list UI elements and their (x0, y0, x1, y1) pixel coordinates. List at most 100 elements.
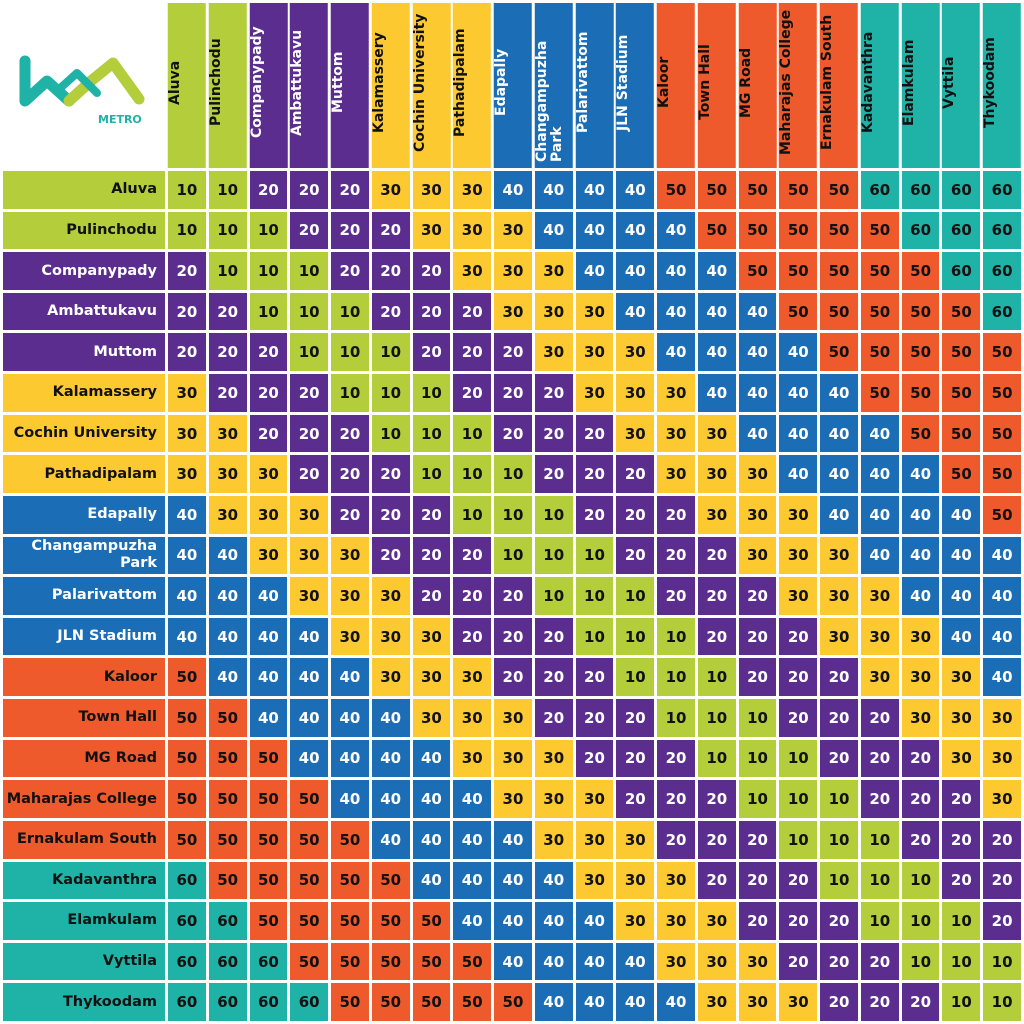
fare-cell: 30 (534, 333, 573, 372)
row-header: Kaloor (3, 658, 165, 697)
fare-cell: 40 (208, 577, 247, 615)
fare-cell: 30 (616, 374, 655, 412)
fare-cell: 20 (575, 495, 614, 534)
fare-cell: 50 (697, 211, 736, 250)
fare-cell: 10 (901, 861, 940, 900)
row-header: Aluva (3, 171, 165, 209)
fare-cell: 40 (208, 536, 247, 575)
fare-cell: 50 (983, 455, 1021, 493)
fare-cell: 40 (575, 942, 614, 981)
fare-cell: 20 (779, 902, 818, 940)
fare-cell: 20 (249, 333, 288, 372)
fare-cell: 50 (412, 983, 451, 1021)
fare-cell: 50 (860, 292, 899, 331)
fare-cell: 40 (697, 333, 736, 372)
fare-cell: 20 (249, 171, 288, 209)
fare-cell: 60 (208, 983, 247, 1021)
fare-cell: 40 (453, 780, 492, 818)
fare-cell: 20 (575, 455, 614, 493)
fare-cell: 10 (249, 211, 288, 250)
fare-cell: 50 (168, 739, 206, 778)
row-header: JLN Stadium (3, 617, 165, 656)
fare-cell: 40 (901, 577, 940, 615)
fare-cell: 30 (371, 577, 410, 615)
fare-cell: 20 (412, 252, 451, 290)
fare-cell: 10 (860, 820, 899, 859)
fare-cell: 20 (208, 333, 247, 372)
column-header: Pathadipalam (452, 3, 492, 168)
fare-cell: 50 (371, 983, 410, 1021)
fare-cell: 20 (657, 780, 695, 818)
row-header: Maharajas College (3, 780, 165, 818)
fare-cell: 30 (249, 495, 288, 534)
fare-cell: 40 (168, 536, 206, 575)
fare-cell: 60 (290, 983, 329, 1021)
fare-cell: 50 (331, 861, 369, 900)
fare-cell: 10 (331, 374, 369, 412)
fare-cell: 50 (901, 333, 940, 372)
fare-cell: 40 (453, 861, 492, 900)
fare-cell: 50 (657, 171, 695, 209)
fare-cell: 40 (779, 333, 818, 372)
fare-cell: 40 (616, 252, 655, 290)
column-header: Town Hall (697, 3, 736, 168)
fare-cell: 20 (534, 374, 573, 412)
fare-cell: 40 (657, 211, 695, 250)
fare-cell: 30 (657, 455, 695, 493)
fare-cell: 10 (697, 739, 736, 778)
fare-cell: 10 (208, 252, 247, 290)
fare-cell: 30 (779, 495, 818, 534)
fare-cell: 50 (290, 820, 329, 859)
fare-cell: 40 (534, 171, 573, 209)
fare-cell: 40 (697, 252, 736, 290)
fare-cell: 20 (575, 739, 614, 778)
fare-cell: 20 (616, 455, 655, 493)
fare-cell: 20 (371, 211, 410, 250)
fare-cell: 20 (779, 617, 818, 656)
fare-cell: 10 (412, 414, 451, 453)
fare-cell: 10 (860, 861, 899, 900)
fare-cell: 50 (168, 820, 206, 859)
fare-cell: 60 (942, 171, 981, 209)
fare-cell: 50 (331, 942, 369, 981)
fare-cell: 40 (575, 211, 614, 250)
fare-cell: 40 (820, 414, 858, 453)
fare-cell: 30 (616, 861, 655, 900)
fare-cell: 40 (901, 495, 940, 534)
fare-cell: 20 (820, 902, 858, 940)
fare-cell: 50 (412, 942, 451, 981)
fare-cell: 30 (860, 617, 899, 656)
row-header: Ambattukavu (3, 292, 165, 331)
fare-cell: 10 (860, 902, 899, 940)
fare-cell: 30 (901, 699, 940, 737)
fare-cell: 20 (371, 455, 410, 493)
fare-cell: 20 (412, 577, 451, 615)
fare-cell: 10 (616, 658, 655, 697)
fare-cell: 40 (575, 902, 614, 940)
fare-cell: 30 (942, 658, 981, 697)
fare-cell: 20 (412, 495, 451, 534)
fare-cell: 60 (249, 983, 288, 1021)
fare-cell: 50 (779, 252, 818, 290)
fare-cell: 40 (657, 292, 695, 331)
fare-cell: 30 (494, 739, 532, 778)
fare-cell: 30 (697, 983, 736, 1021)
fare-cell: 30 (371, 617, 410, 656)
fare-cell: 40 (208, 658, 247, 697)
fare-cell: 10 (290, 333, 329, 372)
fare-cell: 30 (168, 374, 206, 412)
fare-cell: 50 (697, 171, 736, 209)
fare-cell: 20 (290, 171, 329, 209)
fare-cell: 30 (453, 252, 492, 290)
fare-cell: 30 (494, 292, 532, 331)
fare-cell: 10 (371, 414, 410, 453)
fare-cell: 50 (820, 252, 858, 290)
column-header: Thykoodam (982, 3, 1021, 168)
fare-cell: 10 (942, 983, 981, 1021)
fare-cell: 20 (779, 658, 818, 697)
fare-cell: 40 (697, 292, 736, 331)
fare-cell: 30 (983, 780, 1021, 818)
fare-cell: 30 (901, 617, 940, 656)
fare-cell: 10 (657, 617, 695, 656)
logo-label: METRO (98, 113, 142, 126)
